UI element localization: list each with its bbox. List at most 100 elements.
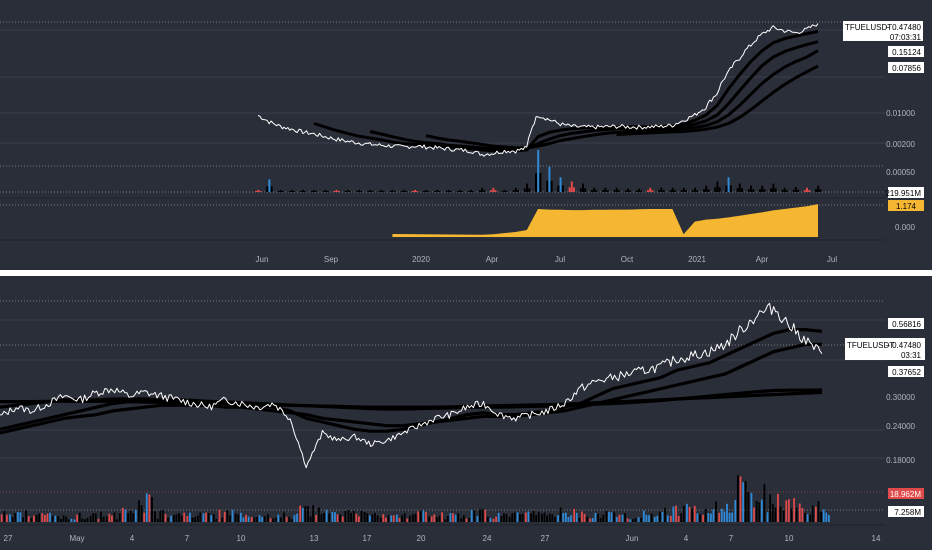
bottom-volume-bar <box>513 512 516 522</box>
top-volume-bar <box>514 187 517 192</box>
bottom-volume-bar <box>793 498 795 522</box>
bottom-volume-bar <box>806 514 809 522</box>
bottom-volume-bar <box>744 481 747 522</box>
bottom-volume-bar <box>352 510 355 522</box>
bottom-volume-bar <box>626 518 629 522</box>
bottom-volume-bar <box>360 510 363 522</box>
top-volume-bar <box>716 181 719 192</box>
bottom-volume-bar <box>301 507 304 522</box>
bottom-volume-bar <box>334 512 336 522</box>
top-volume-bar <box>389 191 392 192</box>
bottom-volume-bar <box>247 516 250 522</box>
bottom-volume-bar <box>151 497 153 522</box>
bottom-volume-bar <box>516 512 519 522</box>
bottom-volume-bar <box>0 514 3 522</box>
top-price-line <box>257 23 819 157</box>
top-volume-bar <box>268 179 271 192</box>
bottom-volume-bar <box>113 512 116 522</box>
bottom-volume-bar <box>608 511 610 522</box>
top-volume-bar <box>358 189 360 192</box>
bottom-volume-bar <box>398 517 401 522</box>
bottom-volume-bar <box>100 511 102 522</box>
bottom-volume-bar <box>444 519 447 522</box>
bottom-volume-bar <box>355 513 358 522</box>
top-volume-bar <box>322 191 325 192</box>
top-countdown-label: 07:03:31 <box>890 33 922 42</box>
top-volume-bar <box>528 188 531 192</box>
bottom-volume-bar <box>822 509 825 522</box>
top-volume-bar <box>781 190 784 192</box>
top-volume-bar <box>266 186 269 192</box>
bottom-volume-base-box <box>888 506 924 517</box>
top-volume-bar <box>548 166 551 192</box>
bottom-volume-bar <box>215 518 218 522</box>
bottom-volume-bar <box>505 513 508 522</box>
top-volume-bar <box>806 187 808 192</box>
bottom-volume-bar <box>331 511 334 522</box>
top-symbol-label: TFUELUSDT <box>845 23 892 32</box>
top-volume-bar <box>481 187 484 192</box>
top-ma-line <box>369 40 819 151</box>
bottom-volume-bar <box>199 512 202 522</box>
top-volume-bar <box>255 191 257 192</box>
top-volume-bar <box>573 187 575 192</box>
top-volume-bar <box>673 190 676 192</box>
bottom-volume-bar <box>656 515 659 522</box>
top-volume-bar <box>393 191 396 192</box>
top-volume-bar <box>391 189 394 192</box>
top-volume-bar <box>483 190 486 192</box>
top-volume-bar <box>593 187 596 192</box>
top-volume-bar <box>570 181 573 192</box>
bottom-volume-bar <box>223 511 226 522</box>
top-x-tick-label: 2021 <box>688 255 706 264</box>
bottom-volume-bar <box>731 512 734 522</box>
bottom-volume-bar <box>285 516 288 522</box>
top-volume-bar <box>479 190 481 192</box>
bottom-volume-bar <box>666 515 669 522</box>
bottom-volume-red-box <box>888 488 924 499</box>
top-volume-bar <box>535 173 537 192</box>
bottom-volume-bar <box>105 516 108 522</box>
top-volume-bar <box>584 188 587 192</box>
bottom-volume-bar <box>546 515 548 522</box>
bottom-volume-bar <box>312 505 315 522</box>
bottom-ma-top-label: 0.56816 <box>892 320 921 329</box>
bottom-volume-bar <box>734 499 737 522</box>
top-volume-bar <box>517 190 519 192</box>
top-volume-bar <box>402 189 405 192</box>
bottom-volume-bar <box>500 515 503 522</box>
top-volume-bar <box>490 190 493 192</box>
bottom-volume-bar <box>344 510 347 522</box>
bottom-volume-bar <box>704 509 707 522</box>
top-volume-bar <box>279 189 282 192</box>
bottom-volume-bar <box>699 514 701 522</box>
bottom-volume-bar <box>164 513 167 522</box>
top-volume-bar <box>304 191 307 192</box>
top-volume-label: 219.951M <box>885 189 921 198</box>
bottom-volume-bar <box>755 500 758 522</box>
bottom-volume-bar <box>267 514 269 522</box>
bottom-volume-bar <box>591 518 594 522</box>
bottom-y-tick-label: 0.30000 <box>886 393 915 402</box>
bottom-volume-bar <box>73 519 76 522</box>
top-volume-bar <box>794 186 797 192</box>
bottom-volume-bar <box>134 509 137 522</box>
top-volume-bar <box>470 189 472 192</box>
top-volume-bar <box>808 190 811 192</box>
bottom-volume-bar <box>688 506 691 522</box>
bottom-volume-bar <box>299 505 302 522</box>
bottom-volume-bar <box>795 508 798 522</box>
bottom-volume-bar <box>530 513 532 522</box>
top-volume-bar <box>759 189 761 192</box>
bottom-volume-bar <box>634 518 637 522</box>
bottom-volume-bar <box>760 499 763 522</box>
top-volume-bar <box>815 189 817 192</box>
bottom-volume-bar <box>229 515 231 522</box>
bottom-volume-bar <box>672 506 675 522</box>
bottom-volume-bar <box>548 513 551 522</box>
top-volume-bar <box>537 150 540 192</box>
bottom-volume-bar <box>191 517 194 522</box>
top-volume-bar <box>658 190 661 192</box>
bottom-volume-bar <box>503 513 505 522</box>
bottom-volume-bar <box>205 512 207 522</box>
